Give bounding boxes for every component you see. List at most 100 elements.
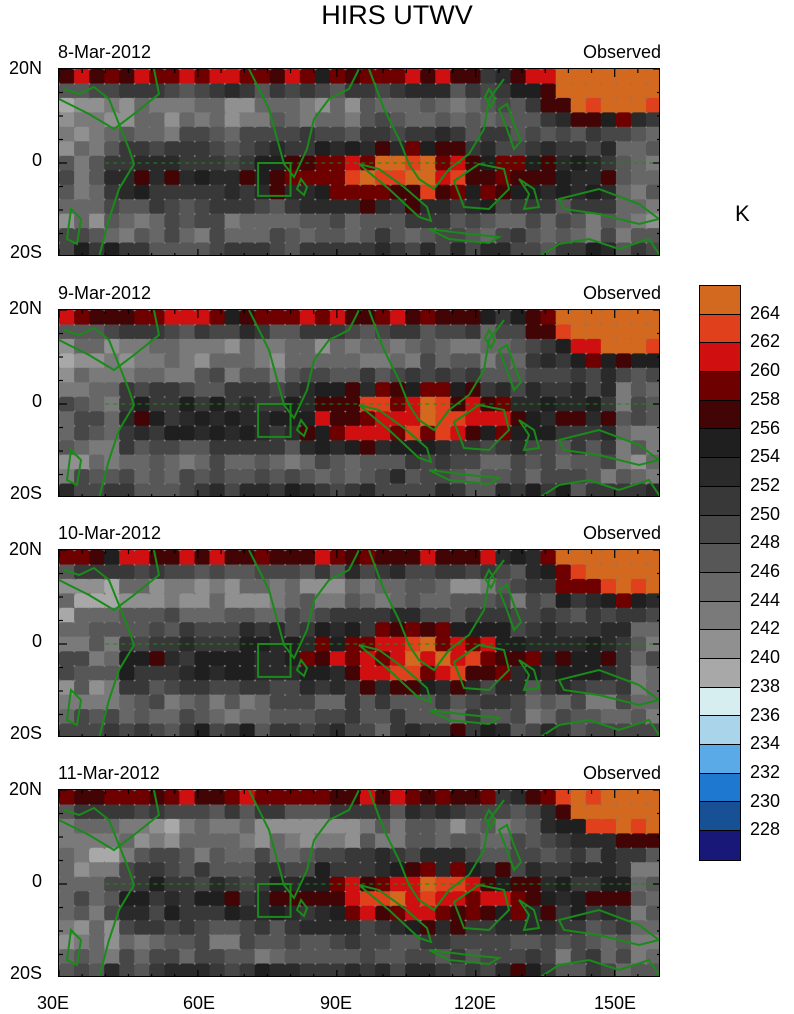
field-cell [480,184,497,200]
field-cell [149,242,165,255]
field-cell [224,891,241,907]
field-cell [104,790,120,806]
field-cell [119,564,135,580]
field-cell [149,425,165,441]
field-cell [420,622,436,638]
field-cell [435,324,451,340]
field-cell [615,709,632,725]
field-cell [465,790,482,806]
field-cell [299,126,316,142]
field-cell [89,425,105,441]
field-cell [360,790,376,806]
field-cell [209,920,226,936]
field-cell [420,97,436,113]
field-cell [74,876,90,892]
field-cell [450,213,466,229]
field-cell [615,469,632,485]
field-cell [209,367,226,383]
field-cell [194,338,211,354]
field-cell [224,564,241,580]
field-cell [344,876,361,892]
field-cell [510,578,527,594]
field-cell [314,324,331,340]
colorbar-swatch [700,601,740,631]
field-cell [630,607,647,623]
field-cell [119,469,135,485]
field-cell [540,804,557,820]
field-cell [164,367,181,383]
field-cell [525,934,542,950]
field-cell [224,440,241,456]
field-cell [450,97,466,113]
field-cell [420,228,436,244]
field-cell [209,790,226,806]
field-cell [284,833,301,849]
field-cell [390,199,406,215]
field-cell [74,310,90,326]
coastline [358,163,433,223]
field-cell [119,126,135,142]
field-cell [375,126,391,142]
field-cell [525,425,542,441]
field-cell [224,847,241,863]
field-cell [450,126,466,142]
field-cell [630,353,647,369]
field-cell [510,818,527,834]
field-cell [600,338,617,354]
field-cell [600,83,617,99]
field-cell [540,310,557,326]
field-cell [149,578,165,594]
field-cell [420,338,436,354]
field-cell [179,920,196,936]
field-cell [74,184,90,200]
field-cell [194,607,211,623]
field-cell [555,550,572,566]
field-cell [299,310,316,326]
field-cell [104,723,120,736]
field-cell [104,228,120,244]
field-cell [600,141,617,157]
field-cell [630,862,647,878]
field-cell [360,242,376,255]
field-cell [465,396,482,412]
field-cell [420,934,436,950]
field-cell [194,83,211,99]
field-cell [344,578,361,594]
coastline [557,668,659,707]
field-cell [585,483,602,496]
field-cell [405,578,421,594]
field-cell [194,310,211,326]
field-cell [179,228,196,244]
field-cell [420,709,436,725]
field-cell [149,382,165,398]
field-cell [630,905,647,921]
field-cell [465,651,482,667]
field-cell [525,564,542,580]
field-cell [540,949,557,965]
field-cell [360,665,376,681]
field-cell [630,694,647,710]
coastline [518,419,541,452]
field-cell [269,213,286,229]
field-cell [465,155,482,171]
field-cell [134,694,150,710]
field-cell [450,723,466,736]
colorbar-swatch [700,687,740,717]
field-cell [119,963,135,976]
field-cell [59,651,75,667]
field-cell [450,564,466,580]
field-cell [480,651,497,667]
field-cell [134,905,150,921]
field-cell [59,804,75,820]
field-cell [209,112,226,128]
field-cell [615,69,632,85]
field-cell [224,862,241,878]
field-cell [224,622,241,638]
field-cell [465,310,482,326]
y-tick-label: 20S [9,242,42,262]
colorbar-swatch [700,372,740,401]
field-cell [510,141,527,157]
field-cell [194,469,211,485]
field-cell [209,564,226,580]
field-cell [344,607,361,623]
